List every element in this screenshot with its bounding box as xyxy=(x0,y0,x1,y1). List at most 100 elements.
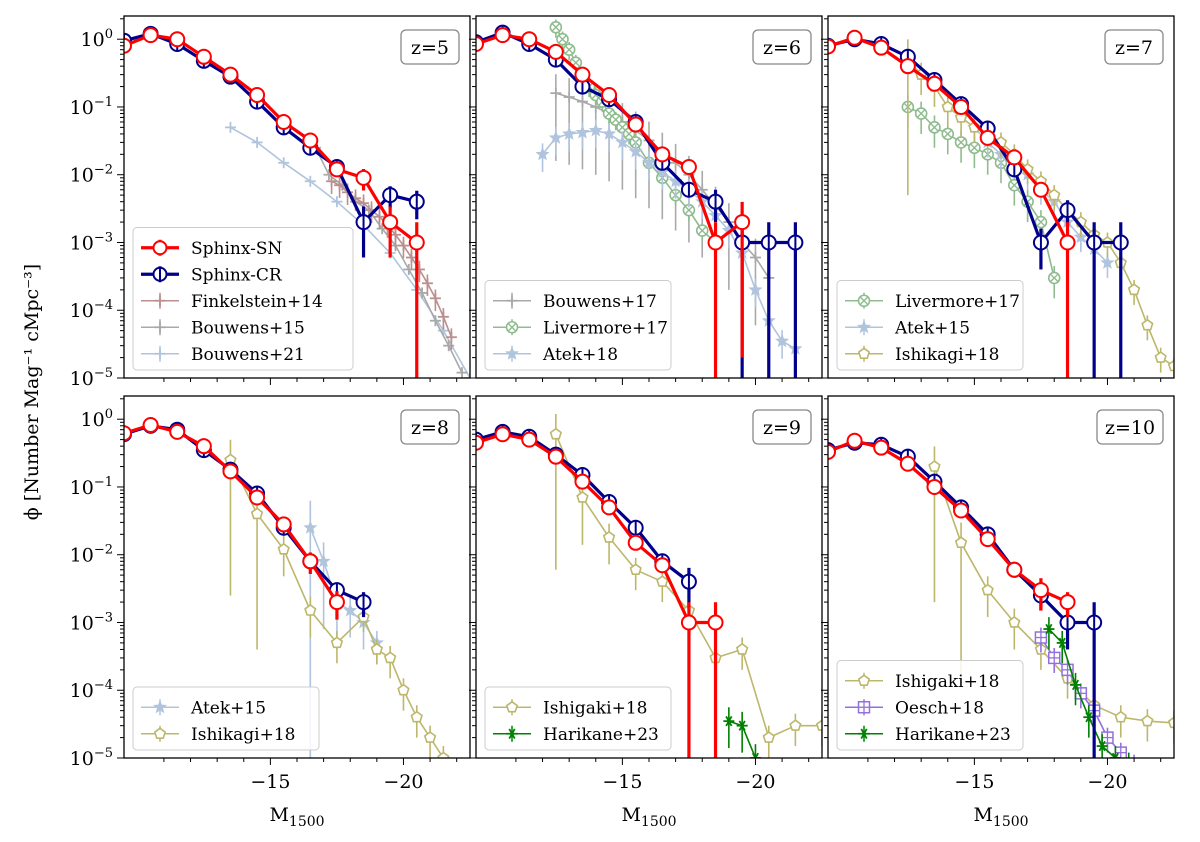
legend-label: Bouwens+15 xyxy=(191,318,305,338)
marker-x xyxy=(564,45,574,55)
marker-circle xyxy=(926,478,943,495)
marker-star xyxy=(562,126,577,140)
marker-asterisk xyxy=(1111,752,1117,758)
marker-pentagon xyxy=(735,642,749,655)
marker-star xyxy=(655,164,670,178)
marker-pentagon xyxy=(250,507,264,520)
series-harikane-23 xyxy=(1043,617,1130,758)
x-axis-label: M1500 xyxy=(973,804,1028,830)
marker-pentagon xyxy=(1167,716,1174,729)
legend-label: Atek+18 xyxy=(542,345,618,365)
panel-z-9: −15 −20 M1500 z=9 Ishigaki+18 Harikane+23 xyxy=(469,395,823,830)
legend-label: Ishikagi+18 xyxy=(191,725,295,745)
ticks xyxy=(469,18,810,385)
redshift-label: z=7 xyxy=(1115,37,1153,59)
redshift-box xyxy=(400,29,460,65)
series-area xyxy=(124,25,470,378)
marker-circle xyxy=(926,75,943,92)
marker-x xyxy=(558,34,567,44)
y-tick-label: 10−3 xyxy=(70,230,113,254)
x-tick-label: −15 xyxy=(250,771,290,793)
ticks: −15 −20 xyxy=(469,398,810,793)
redshift-label: z=6 xyxy=(763,37,801,59)
marker-circle xyxy=(476,434,484,451)
marker-circle xyxy=(222,463,239,480)
marker-x xyxy=(916,109,926,118)
marker-pentagon xyxy=(397,683,410,696)
panel-z-8: −15 −20 10−5 10−4 10−3 10−2 10−1 100 M1500 z=8 Ate… xyxy=(70,395,471,830)
marker-x xyxy=(611,115,621,124)
marker-pentagon xyxy=(1141,714,1154,727)
y-tick-label: 10−2 xyxy=(70,543,113,567)
legend-entry: Atek+18 xyxy=(493,345,618,365)
panel-frame xyxy=(827,395,1175,759)
y-tick-label: 10−2 xyxy=(70,163,113,187)
marker-asterisk xyxy=(751,752,757,758)
marker-x xyxy=(859,296,869,306)
legend-entry: Harikane+23 xyxy=(493,725,659,745)
marker-pentagon xyxy=(1008,616,1021,628)
marker-circle xyxy=(654,146,671,163)
marker-asterisk xyxy=(1071,679,1080,691)
legend-label: Bouwens+17 xyxy=(543,292,657,312)
marker-circle xyxy=(828,38,836,55)
marker-x xyxy=(697,226,707,235)
legend-frame xyxy=(484,280,672,371)
y-tick-label: 100 xyxy=(81,27,113,51)
x-tick-label: −15 xyxy=(602,771,642,793)
legend-frame xyxy=(132,686,320,751)
series-line xyxy=(828,439,1069,604)
marker-circle xyxy=(169,31,186,48)
x-axis-label: M1500 xyxy=(269,804,324,830)
redshift-label: z=10 xyxy=(1105,417,1155,439)
panel-frame xyxy=(123,395,471,759)
marker-circle xyxy=(408,234,425,251)
marker-circle xyxy=(275,516,292,533)
legend-entry: Sphinx-SN xyxy=(141,239,283,259)
series-line xyxy=(828,36,1069,244)
marker-circle xyxy=(302,132,319,149)
marker-pentagon xyxy=(1127,283,1141,296)
redshift-box xyxy=(1104,29,1164,65)
marker-pentagon xyxy=(576,491,589,503)
series-area xyxy=(828,29,1174,378)
panel-z-5: 10−510−410−310−210−1100z=5Sphinx-SNSphin… xyxy=(70,15,471,390)
redshift-label: z=9 xyxy=(763,417,801,439)
marker-pentagon xyxy=(981,583,994,596)
series-oesch-18 xyxy=(1034,627,1135,758)
x-tick-label: −20 xyxy=(1087,771,1127,793)
marker-pentagon xyxy=(815,719,822,731)
marker-star xyxy=(548,130,563,144)
panels: 10−510−410−310−210−1100z=5Sphinx-SNSphin… xyxy=(70,15,1175,830)
legend-frame xyxy=(836,660,1024,751)
legend: Ishigaki+18 Oesch+18 Harikane+23 xyxy=(836,660,1024,751)
legend-label: Atek+15 xyxy=(894,318,970,338)
series-livermore-17 xyxy=(549,19,722,253)
marker-circle xyxy=(627,116,644,133)
marker-pentagon xyxy=(1048,188,1061,201)
ticks: −15 −20 10−5 10−4 10−3 10−2 10−1 100 xyxy=(70,398,458,793)
marker-asterisk xyxy=(860,728,868,739)
marker-circle xyxy=(979,129,996,146)
marker-circle xyxy=(873,39,890,56)
marker-circle xyxy=(494,426,511,443)
legend-entry: Livermore+17 xyxy=(493,318,668,338)
legend-label: Atek+15 xyxy=(190,698,266,718)
marker-x xyxy=(956,138,966,147)
marker-circle xyxy=(124,37,132,54)
legend-label: Bouwens+21 xyxy=(191,345,305,365)
legend-label: Ishigaki+18 xyxy=(895,672,999,692)
marker-star xyxy=(641,155,657,169)
marker-pentagon xyxy=(277,542,290,555)
series-sphinx-sn xyxy=(828,29,1076,378)
marker-x xyxy=(604,109,614,118)
marker-pentagon xyxy=(1167,359,1174,372)
marker-pentagon xyxy=(330,636,344,649)
marker-x xyxy=(618,123,627,132)
marker-circle xyxy=(547,448,564,465)
marker-x xyxy=(1036,217,1046,227)
marker-circle xyxy=(846,29,863,46)
marker-circle xyxy=(601,87,618,104)
marker-circle xyxy=(382,214,399,231)
y-tick-label: 100 xyxy=(81,407,113,431)
